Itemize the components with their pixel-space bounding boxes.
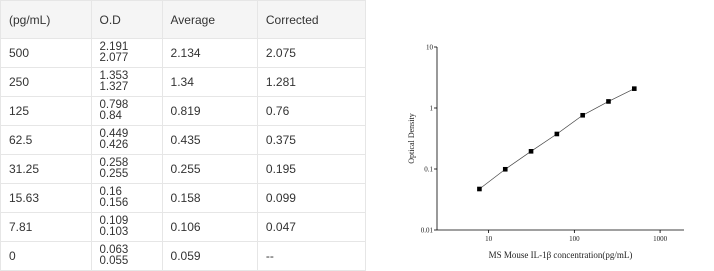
od-cell: 0.449 0.426 (90, 125, 163, 155)
point (631, 86, 637, 91)
table-row: 62.5 0.449 0.426 0.435 0.375 (0, 125, 367, 155)
point (477, 186, 482, 192)
od-cell: 0.798 0.84 (90, 96, 163, 126)
point (554, 131, 560, 137)
od-cell: 1.353 1.327 (90, 67, 163, 97)
od-value: 0.103 (99, 226, 129, 238)
od-cell: 0.109 0.103 (90, 212, 163, 242)
table-cell: 0.059 (161, 241, 258, 271)
table-row: 250 1.353 1.327 1.34 1.281 (0, 67, 367, 97)
od-value: 0.449 (99, 128, 129, 140)
header-cell: Average (161, 0, 258, 39)
x-tick-label: 1000 (653, 235, 668, 243)
y-axis-label: Optical Density (407, 113, 416, 163)
table-row: 7.81 0.109 0.103 0.106 0.047 (0, 212, 367, 242)
data-table: (pg/mL) O.D Average Corrected 500 2.191 2.077 2… (0, 0, 367, 271)
x-tick-label: 100 (569, 235, 580, 243)
y-tick-label: 1 (430, 105, 434, 113)
od-value: 0.156 (99, 197, 129, 209)
table-cell: 0.255 (161, 154, 258, 184)
table-cell: 0.819 (161, 96, 258, 126)
od-value: 0.426 (99, 139, 129, 151)
x-axis-label: MS Mouse IL-1β concentration(pg/mL) (489, 250, 633, 260)
y-tick-label: 10 (426, 44, 434, 52)
od-value: 0.063 (99, 244, 129, 256)
table-cell: 1.34 (161, 67, 258, 97)
table-row: 0 0.063 0.055 0.059 -- (0, 241, 367, 271)
table-cell: 0.435 (161, 125, 258, 155)
od-value: 0.109 (99, 215, 129, 227)
od-value: 0.258 (99, 157, 129, 169)
point (528, 149, 534, 154)
od-value: 0.84 (99, 110, 122, 122)
table-cell: 0.099 (256, 183, 367, 213)
table-cell: 500 (0, 38, 92, 68)
table-row: 125 0.798 0.84 0.819 0.76 (0, 96, 367, 126)
table-cell: 0.106 (161, 212, 258, 242)
table-cell: 0 (0, 241, 92, 271)
header-cell: Corrected (256, 0, 367, 39)
table-row: 500 2.191 2.077 2.134 2.075 (0, 38, 367, 68)
od-value: 1.327 (99, 81, 129, 93)
table-cell: -- (256, 241, 367, 271)
fit-line (479, 88, 635, 190)
table-row: 15.63 0.16 0.156 0.158 0.099 (0, 183, 367, 213)
point (580, 112, 585, 118)
od-cell: 0.258 0.255 (90, 154, 163, 184)
table-cell: 15.63 (0, 183, 92, 213)
od-cell: 0.063 0.055 (90, 241, 163, 271)
header-row: (pg/mL) O.D Average Corrected (0, 0, 367, 39)
table-row: 31.25 0.258 0.255 0.255 0.195 (0, 154, 367, 184)
table-cell: 62.5 (0, 125, 92, 155)
x-tick-label: 10 (485, 235, 493, 243)
table-cell: 31.25 (0, 154, 92, 184)
od-value: 0.055 (99, 255, 129, 267)
table-cell: 2.134 (161, 38, 258, 68)
od-cell: 0.16 0.156 (90, 183, 163, 213)
table-cell: 125 (0, 96, 92, 126)
od-value: 0.798 (99, 99, 129, 111)
chart: 10 100 1000 0.01 0.1 1 10 MS Mouse IL-1β concen… (407, 44, 684, 260)
point (502, 166, 508, 172)
table-cell: 2.075 (256, 38, 367, 68)
table-cell: 1.281 (256, 67, 367, 97)
od-value: 0.255 (99, 168, 129, 180)
point (606, 99, 611, 104)
y-tick-label: 0.01 (421, 227, 434, 235)
od-value: 2.191 (99, 41, 129, 53)
od-value: 2.077 (99, 52, 129, 64)
od-value: 0.16 (99, 186, 122, 198)
y-tick-label: 0.1 (424, 166, 433, 174)
table-cell: 0.158 (161, 183, 258, 213)
table-cell: 0.76 (256, 96, 367, 126)
header-cell: (pg/mL) (0, 0, 92, 39)
table-cell: 0.375 (256, 125, 367, 155)
od-value: 1.353 (99, 70, 129, 82)
header-cell: O.D (90, 0, 163, 39)
table-cell: 0.195 (256, 154, 367, 184)
table-cell: 0.047 (256, 212, 367, 242)
table-cell: 250 (0, 67, 92, 97)
table-cell: 7.81 (0, 212, 92, 242)
od-cell: 2.191 2.077 (90, 38, 163, 68)
